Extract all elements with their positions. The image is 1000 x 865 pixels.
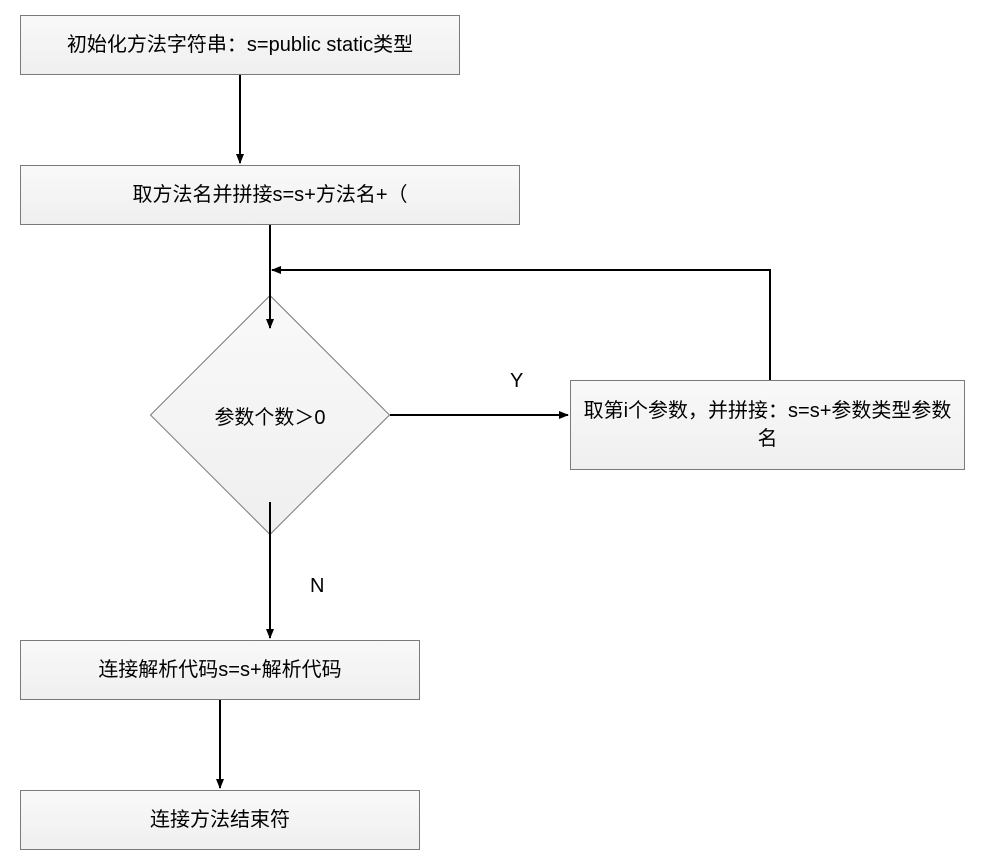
node-decision-params: 参数个数＞0 (150, 295, 390, 535)
node-take-param: 取第i个参数，并拼接：s=s+参数类型参数名 (570, 380, 965, 470)
node-method-name-label: 取方法名并拼接s=s+方法名+（ (132, 181, 407, 209)
node-decision-label: 参数个数＞0 (214, 401, 325, 430)
node-append-parse: 连接解析代码s=s+解析代码 (20, 640, 420, 700)
node-init: 初始化方法字符串：s=public static类型 (20, 15, 460, 75)
node-end: 连接方法结束符 (20, 790, 420, 850)
flowchart-canvas: 初始化方法字符串：s=public static类型 取方法名并拼接s=s+方法… (0, 0, 1000, 865)
node-init-label: 初始化方法字符串：s=public static类型 (67, 31, 413, 59)
node-method-name: 取方法名并拼接s=s+方法名+（ (20, 165, 520, 225)
node-take-param-label: 取第i个参数，并拼接：s=s+参数类型参数名 (581, 397, 954, 453)
node-append-parse-label: 连接解析代码s=s+解析代码 (98, 656, 341, 684)
node-end-label: 连接方法结束符 (150, 806, 290, 834)
edge-label-yes: Y (510, 370, 523, 393)
edge-label-no: N (310, 575, 324, 598)
